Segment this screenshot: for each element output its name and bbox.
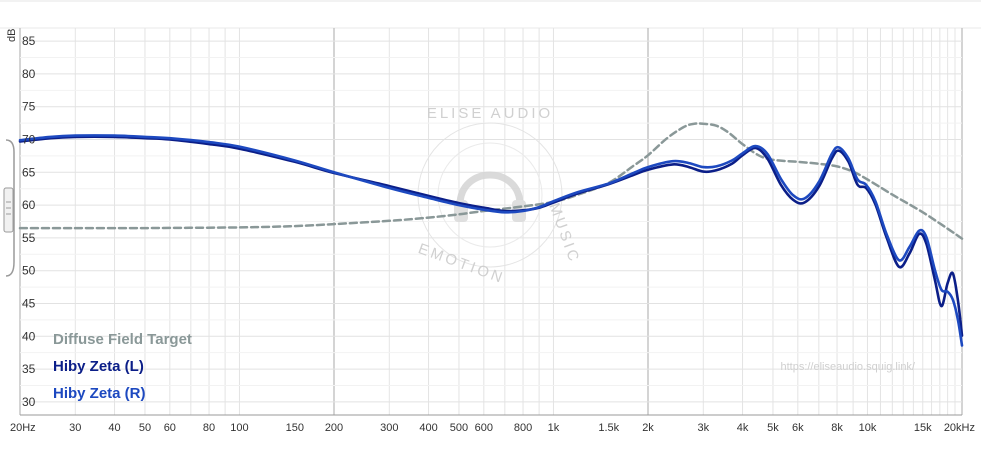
y-axis-unit: dB (6, 29, 18, 42)
x-tick-label: 400 (419, 422, 437, 434)
x-tick-label: 3k (697, 422, 709, 434)
x-tick-label: 20kHz (944, 422, 975, 434)
x-tick-label: 200 (325, 422, 343, 434)
x-tick-label: 8k (831, 422, 843, 434)
x-tick-label: 80 (203, 422, 215, 434)
legend-entry-diffuse-field-target[interactable]: Diffuse Field Target (53, 331, 192, 348)
legend-entry-hiby-zeta-r[interactable]: Hiby Zeta (R) (53, 385, 146, 402)
y-tick-label: 50 (22, 264, 36, 278)
y-tick-label: 35 (22, 362, 36, 376)
y-tick-label: 30 (22, 395, 36, 409)
x-tick-label: 1.5k (598, 422, 619, 434)
series-line-hiby-zeta-r[interactable] (18, 134, 964, 347)
x-tick-label: 500 (450, 422, 468, 434)
x-tick-label: 1k (548, 422, 560, 434)
watermark-ring (417, 122, 563, 268)
x-tick-label: 2k (642, 422, 654, 434)
y-tick-label: 55 (22, 231, 36, 245)
x-tick-label: 100 (230, 422, 248, 434)
elise-audio-watermark: ELISE AUDIO MUSIC EMOTION (416, 105, 583, 287)
x-tick-label: 6k (792, 422, 804, 434)
watermark-inner-ring (437, 142, 543, 248)
x-tick-label: 4k (737, 422, 749, 434)
y-tick-label: 60 (22, 198, 36, 212)
y-tick-label: 75 (22, 100, 36, 114)
x-tick-label: 40 (108, 422, 120, 434)
series-line-diffuse-field-target[interactable] (18, 122, 964, 240)
y-tick-label: 80 (22, 67, 36, 81)
watermark-url: https://eliseaudio.squig.link/ (780, 361, 915, 373)
legend: Diffuse Field Target Hiby Zeta (L) Hiby Ze… (53, 331, 192, 402)
legend-entry-hiby-zeta-l[interactable]: Hiby Zeta (L) (53, 358, 144, 375)
x-tick-label: 150 (286, 422, 304, 434)
y-axis-ticks: 30 35 40 45 50 55 60 65 70 75 80 85 (22, 34, 36, 409)
x-tick-label: 300 (380, 422, 398, 434)
x-axis-ticks: 20Hz 30 40 50 60 80 100 150 200 300 400 500 600 800 1k… (10, 422, 975, 434)
x-tick-label: 800 (514, 422, 532, 434)
series-lines (18, 122, 964, 347)
x-tick-label: 60 (164, 422, 176, 434)
y-tick-label: 45 (22, 296, 36, 310)
y-tick-label: 70 (22, 133, 36, 147)
y-tick-label: 85 (22, 34, 36, 48)
y-tick-label: 40 (22, 329, 36, 343)
y-tick-label: 65 (22, 165, 36, 179)
x-tick-label: 30 (69, 422, 81, 434)
x-tick-label: 600 (475, 422, 493, 434)
x-tick-label: 10k (859, 422, 877, 434)
series-line-hiby-zeta-l[interactable] (18, 135, 964, 337)
y-axis-drag-handle[interactable] (3, 139, 15, 277)
x-tick-label: 15k (914, 422, 932, 434)
x-tick-label: 50 (139, 422, 151, 434)
watermark-top-text: ELISE AUDIO (427, 105, 553, 122)
watermark-headphone-icon (456, 171, 524, 206)
x-tick-label: 20Hz (10, 422, 36, 434)
x-tick-label: 5k (767, 422, 779, 434)
